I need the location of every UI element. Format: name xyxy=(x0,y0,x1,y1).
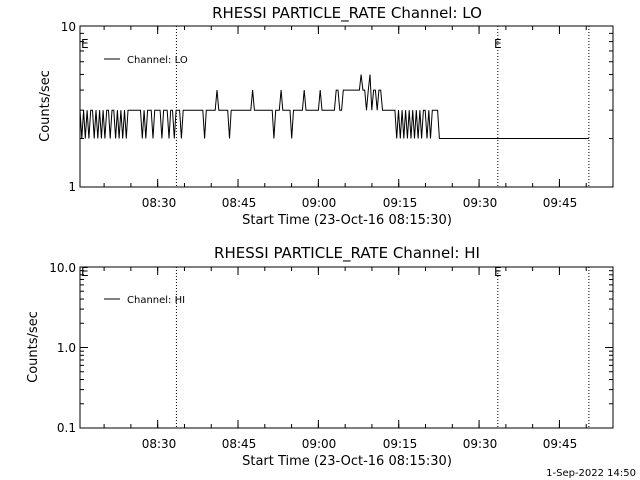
panel-hi-xtick-label: 09:00 xyxy=(302,437,337,451)
panel-lo: RHESSI PARTICLE_RATE Channel: LO Counts/… xyxy=(38,4,614,228)
panel-hi-xtick-label: 09:15 xyxy=(383,437,418,451)
panel-hi-title: RHESSI PARTICLE_RATE Channel: HI xyxy=(214,244,480,263)
panel-lo-ytick-label-1: 1 xyxy=(68,180,76,194)
panel-lo-xtick-label: 08:30 xyxy=(142,196,177,210)
panel-lo-y-axis-label: Counts/sec xyxy=(38,70,53,142)
panel-hi: RHESSI PARTICLE_RATE Channel: HI Counts/… xyxy=(26,244,614,469)
panel-lo-title: RHESSI PARTICLE_RATE Channel: LO xyxy=(212,4,482,23)
panel-lo-legend-label: Channel: LO xyxy=(127,55,188,66)
panel-hi-y-axis-label: Counts/sec xyxy=(26,311,41,383)
panel-lo-marker-label-e-start: E xyxy=(81,37,89,51)
panel-hi-ytick-label-1-0: 1.0 xyxy=(57,341,76,355)
panel-hi-ytick-label-0-1: 0.1 xyxy=(57,421,76,435)
panel-lo-series-group xyxy=(79,74,589,139)
panel-hi-marker-label-e-end: E xyxy=(494,265,502,279)
footer-date-stamp: 1-Sep-2022 14:50 xyxy=(546,468,636,479)
panel-lo-x-axis-label: Start Time (23-Oct-16 08:15:30) xyxy=(242,213,452,228)
panel-lo-tick-marks xyxy=(80,26,614,188)
panel-hi-tick-marks xyxy=(80,267,614,429)
panel-hi-xtick-label: 09:45 xyxy=(543,437,578,451)
panel-lo-xtick-label: 09:30 xyxy=(463,196,498,210)
panel-hi-legend-label: Channel: HI xyxy=(127,295,185,306)
panel-lo-ytick-label-10: 10 xyxy=(61,20,76,34)
panel-hi-plot-frame xyxy=(79,266,614,429)
panel-hi-ytick-label-10-0: 10.0 xyxy=(49,261,76,275)
panel-hi-marker-label-e-start: E xyxy=(81,265,89,279)
panel-lo-plot-frame xyxy=(79,25,614,188)
panel-hi-xtick-label: 08:45 xyxy=(222,437,257,451)
panel-hi-event-markers xyxy=(175,267,590,428)
panel-hi-xtick-label: 08:30 xyxy=(142,437,177,451)
panel-lo-series-line xyxy=(79,74,589,139)
panel-hi-x-axis-label: Start Time (23-Oct-16 08:15:30) xyxy=(242,454,452,469)
panel-lo-xtick-label: 08:45 xyxy=(222,196,257,210)
panel-hi-xtick-label: 09:30 xyxy=(463,437,498,451)
panel-lo-xtick-label: 09:15 xyxy=(383,196,418,210)
panel-lo-xtick-label: 09:45 xyxy=(543,196,578,210)
panel-lo-xtick-label: 09:00 xyxy=(302,196,337,210)
